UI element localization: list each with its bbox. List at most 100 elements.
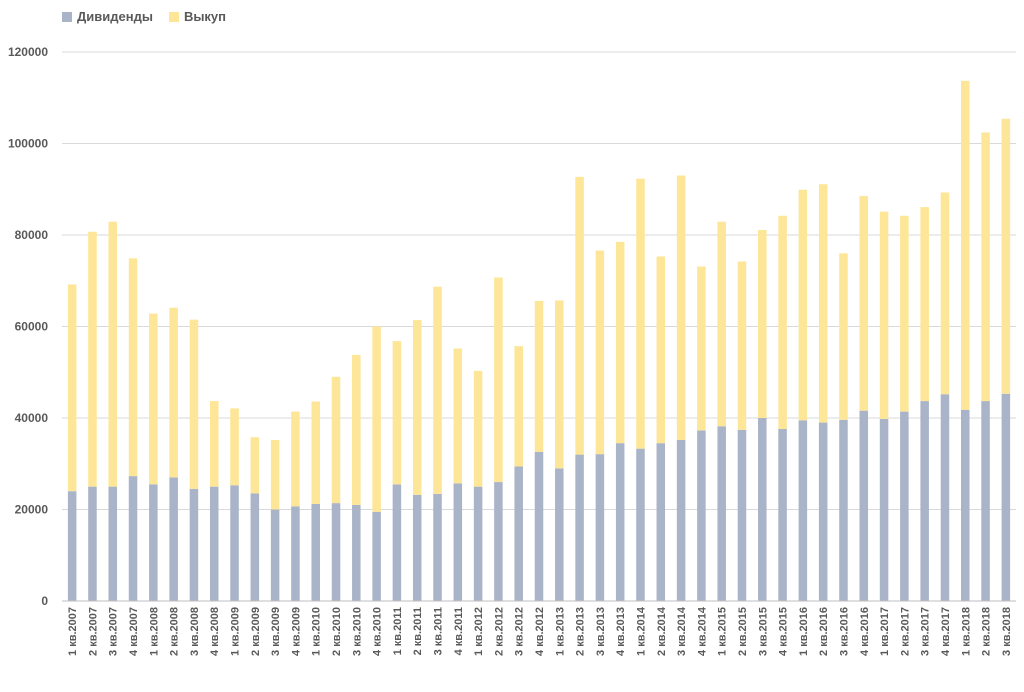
bar-buyback xyxy=(981,132,990,402)
x-tick-label: 4 кв.2017 xyxy=(940,607,952,656)
x-tick-label: 4 кв.2009 xyxy=(290,607,302,656)
bar-dividends xyxy=(798,420,808,601)
bar-dividends xyxy=(412,494,422,601)
x-tick-label: 1 кв.2014 xyxy=(635,606,647,656)
bar-buyback xyxy=(108,221,118,487)
x-tick-label: 1 кв.2017 xyxy=(879,607,891,656)
x-tick-label: 3 кв.2013 xyxy=(595,607,607,656)
bar-buyback xyxy=(839,253,848,420)
legend: Дивиденды Выкуп xyxy=(62,9,226,24)
bar-buyback xyxy=(798,189,808,421)
x-tick-label: 2 кв.2018 xyxy=(981,607,993,656)
bar-dividends xyxy=(737,429,747,601)
bar-buyback xyxy=(940,192,950,395)
bar-buyback xyxy=(291,411,300,507)
bar-dividends xyxy=(392,484,402,601)
y-tick-label: 100000 xyxy=(8,137,48,151)
y-tick-label: 80000 xyxy=(15,228,49,242)
bar-dividends xyxy=(859,410,869,601)
bar-dividends xyxy=(1001,393,1011,601)
bar-buyback xyxy=(859,196,869,411)
x-tick-label: 1 кв.2011 xyxy=(392,607,404,655)
x-tick-label: 1 кв.2018 xyxy=(960,607,972,656)
bar-dividends xyxy=(575,454,584,601)
bar-dividends xyxy=(981,401,990,601)
bar-buyback xyxy=(595,250,605,455)
bar-dividends xyxy=(615,443,625,601)
bar-buyback xyxy=(372,326,381,512)
x-tick-label: 3 кв.2018 xyxy=(1001,607,1013,656)
bar-buyback xyxy=(636,178,645,449)
bar-buyback xyxy=(352,354,361,505)
bar-dividends xyxy=(534,451,544,601)
bar-buyback xyxy=(412,320,422,495)
bar-dividends xyxy=(372,511,381,601)
bar-buyback xyxy=(960,80,970,410)
bar-dividends xyxy=(291,506,300,601)
legend-label-dividends: Дивиденды xyxy=(77,9,153,24)
x-tick-label: 1 кв.2015 xyxy=(717,607,729,656)
bar-buyback xyxy=(737,261,747,430)
x-tick-label: 2 кв.2011 xyxy=(412,607,424,655)
bar-dividends xyxy=(960,409,970,601)
x-tick-label: 2 кв.2009 xyxy=(250,607,262,656)
bar-buyback xyxy=(270,439,280,510)
bar-dividends xyxy=(189,488,199,601)
bar-buyback xyxy=(433,286,442,494)
bar-buyback xyxy=(392,341,402,485)
x-tick-label: 1 кв.2007 xyxy=(67,607,79,656)
x-tick-label: 4 кв.2008 xyxy=(209,607,221,656)
bar-buyback xyxy=(697,266,706,431)
bar-dividends xyxy=(473,486,483,601)
bar-buyback xyxy=(494,277,503,483)
bar-dividends xyxy=(940,394,950,601)
y-tick-label: 60000 xyxy=(15,320,49,334)
x-tick-label: 1 кв.2008 xyxy=(148,607,160,656)
bar-buyback xyxy=(88,231,97,487)
x-tick-label: 4 кв.2012 xyxy=(534,607,546,656)
legend-swatch-buyback xyxy=(168,11,179,22)
bar-dividends xyxy=(900,411,909,601)
bar-dividends xyxy=(352,504,361,601)
bar-dividends xyxy=(697,430,706,601)
legend-label-buyback: Выкуп xyxy=(183,9,227,24)
x-tick-label: 2 кв.2016 xyxy=(818,607,830,656)
x-tick-label: 2 кв.2015 xyxy=(737,607,749,656)
bar-dividends xyxy=(514,466,523,601)
x-tick-label: 2 кв.2010 xyxy=(331,607,343,656)
y-tick-label: 120000 xyxy=(8,45,48,59)
bar-buyback xyxy=(758,229,767,418)
bar-dividends xyxy=(331,503,341,601)
bar-buyback xyxy=(920,207,929,402)
x-tick-label: 1 кв.2012 xyxy=(473,607,485,656)
x-tick-label: 4 кв.2013 xyxy=(615,607,627,656)
x-tick-label: 1 кв.2016 xyxy=(798,607,810,656)
x-tick-label: 2 кв.2017 xyxy=(899,607,911,656)
x-tick-label: 2 кв.2013 xyxy=(575,607,587,656)
bar-dividends xyxy=(88,486,97,601)
bar-dividends xyxy=(758,418,767,601)
x-tick-label: 3 кв.2010 xyxy=(351,607,363,656)
legend-item-dividends: Дивиденды xyxy=(62,9,153,24)
bar-buyback xyxy=(900,215,909,412)
bar-dividends xyxy=(879,418,889,601)
x-tick-label: 3 кв.2007 xyxy=(108,607,120,656)
x-tick-label: 4 кв.2015 xyxy=(778,607,790,656)
bar-dividends xyxy=(128,476,138,601)
bar-dividends xyxy=(818,422,828,601)
bar-dividends xyxy=(717,426,726,601)
x-tick-label: 3 кв.2017 xyxy=(920,607,932,656)
x-tick-label: 4 кв.2014 xyxy=(696,606,708,656)
bar-dividends xyxy=(555,468,564,601)
bar-dividends xyxy=(149,484,158,601)
bar-dividends xyxy=(311,504,320,601)
x-tick-label: 3 кв.2015 xyxy=(757,607,769,656)
bar-buyback xyxy=(250,437,260,494)
bar-buyback xyxy=(169,307,178,478)
bar-buyback xyxy=(534,300,544,452)
x-tick-label: 3 кв.2016 xyxy=(838,607,850,656)
x-tick-label: 4 кв.2011 xyxy=(453,607,465,655)
bar-dividends xyxy=(108,486,118,601)
bar-buyback xyxy=(676,175,686,440)
